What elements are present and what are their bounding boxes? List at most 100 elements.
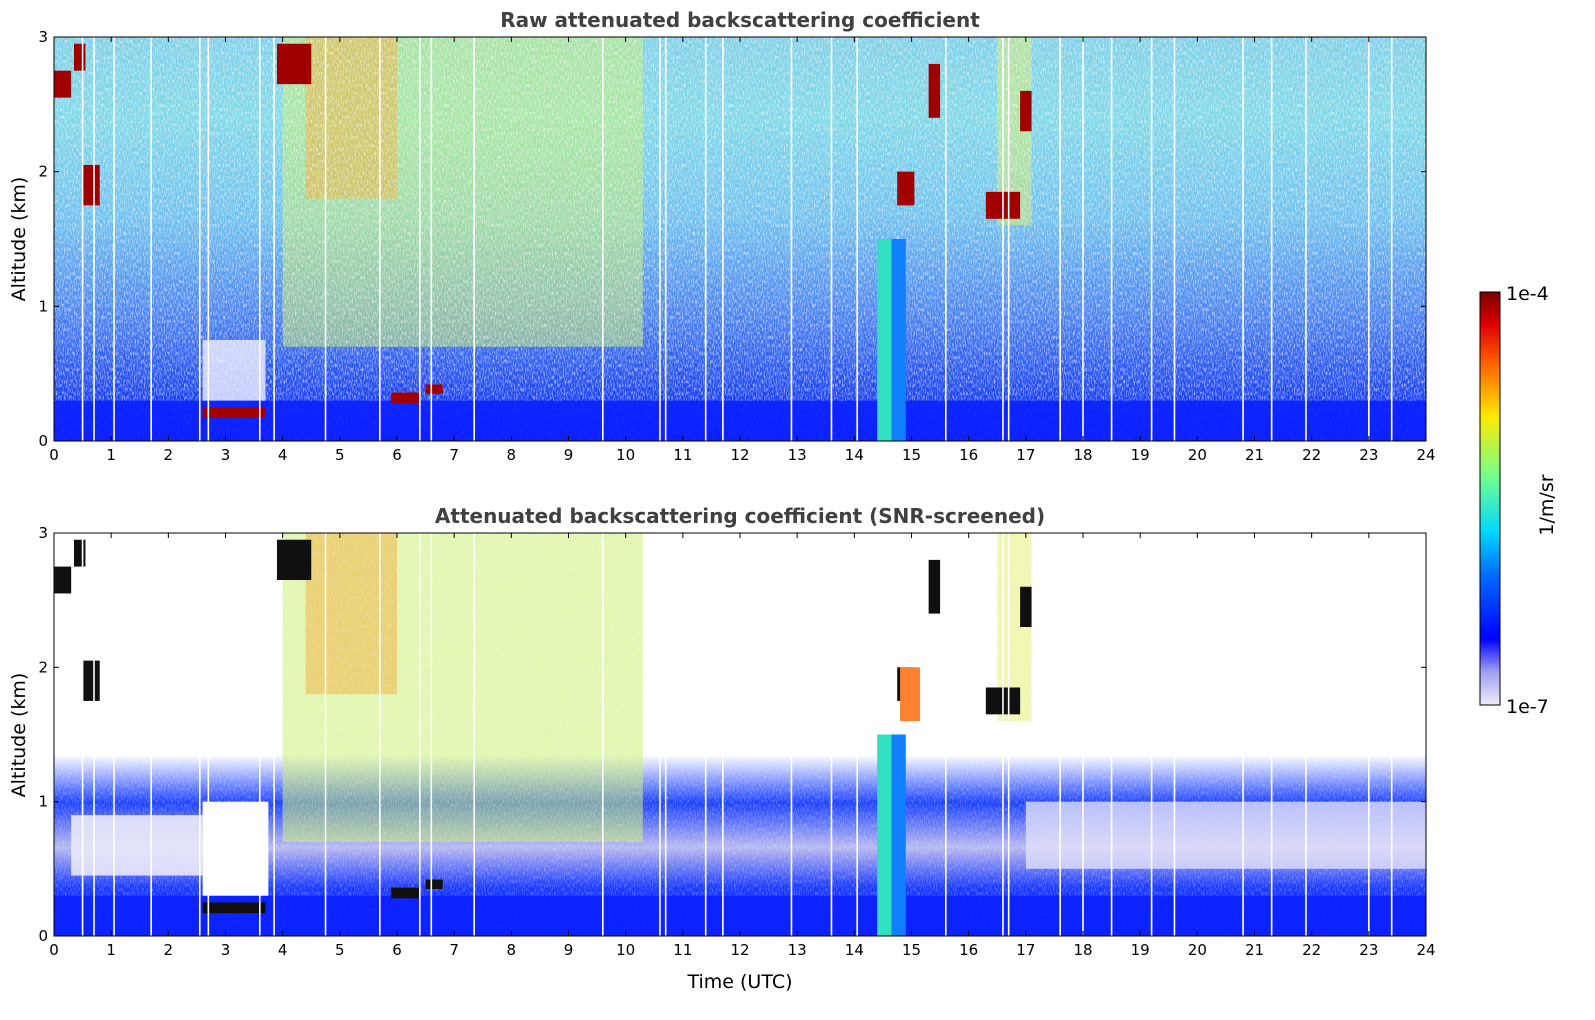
y-tick-label: 3 xyxy=(38,524,48,542)
x-axis: 0 1 2 3 4 5 6 7 8 9 10 11 12 13 14 15 16 17 18 19 20 21 22 23 24 xyxy=(49,533,1436,959)
x-tick-label: 4 xyxy=(278,941,288,959)
x-tick-label: 1 xyxy=(106,446,116,464)
x-tick-label: 0 xyxy=(49,446,59,464)
x-tick-label: 9 xyxy=(564,446,574,464)
clear-region xyxy=(71,815,203,876)
x-tick-label: 8 xyxy=(507,446,517,464)
x-tick-label: 24 xyxy=(1416,446,1435,464)
x-tick-label: 6 xyxy=(392,446,402,464)
cloud-mark xyxy=(391,887,420,899)
cloud-column xyxy=(877,239,892,441)
x-tick-label: 13 xyxy=(788,446,807,464)
x-tick-label: 8 xyxy=(507,941,517,959)
cloud-mark xyxy=(900,667,921,722)
x-tick-label: 23 xyxy=(1359,446,1378,464)
x-tick-label: 16 xyxy=(959,941,978,959)
plot-area xyxy=(54,533,1426,936)
y-axis: 0 1 2 3 xyxy=(38,524,1426,945)
cloud-mark xyxy=(82,164,100,206)
cloud-column xyxy=(877,734,892,936)
x-tick-label: 21 xyxy=(1245,446,1264,464)
colorbar-max-label: 1e-4 xyxy=(1506,283,1549,305)
x-tick-label: 7 xyxy=(449,446,459,464)
colorbar-gradient xyxy=(1479,291,1501,706)
x-tick-label: 10 xyxy=(616,446,635,464)
x-tick-label: 10 xyxy=(616,941,635,959)
cloud-mark xyxy=(1020,90,1032,132)
heatmap-layer xyxy=(54,37,1426,441)
cloud-mark xyxy=(276,43,312,85)
x-tick-label: 18 xyxy=(1073,446,1092,464)
y-tick-label: 1 xyxy=(38,793,48,811)
x-tick-label: 12 xyxy=(730,941,749,959)
y-tick-label: 0 xyxy=(38,927,48,945)
cloud-column xyxy=(891,239,906,441)
x-tick-label: 20 xyxy=(1188,941,1207,959)
x-tick-label: 11 xyxy=(673,446,692,464)
panel-title: Attenuated backscattering coefficient (S… xyxy=(435,504,1045,528)
x-axis: 0 1 2 3 4 5 6 7 8 9 10 11 12 13 14 15 16 17 18 19 20 21 22 23 24 xyxy=(49,37,1436,464)
boundary-layer xyxy=(54,400,1426,441)
y-tick-label: 0 xyxy=(38,432,48,450)
x-tick-label: 19 xyxy=(1131,446,1150,464)
cloud-mark xyxy=(425,879,443,889)
y-axis: 0 1 2 3 xyxy=(38,28,1426,450)
x-tick-label: 2 xyxy=(164,941,174,959)
x-tick-label: 17 xyxy=(1016,941,1035,959)
cloud-mark xyxy=(202,407,266,419)
panel-raw: Raw attenuated backscattering coefficien… xyxy=(8,8,1436,464)
cloud-mark xyxy=(54,70,72,98)
x-tick-label: 11 xyxy=(673,941,692,959)
cloud-mark xyxy=(202,902,266,914)
x-tick-label: 5 xyxy=(335,941,345,959)
x-tick-label: 21 xyxy=(1245,941,1264,959)
colorbar-unit-label: 1/m/sr xyxy=(1536,474,1558,535)
clear-region xyxy=(202,801,269,896)
x-tick-label: 15 xyxy=(902,446,921,464)
x-tick-label: 24 xyxy=(1416,941,1435,959)
cloud-mark xyxy=(1020,586,1032,628)
x-tick-label: 9 xyxy=(564,941,574,959)
x-tick-label: 16 xyxy=(959,446,978,464)
x-tick-label: 19 xyxy=(1131,941,1150,959)
y-axis-label: Altitude (km) xyxy=(8,177,30,302)
x-tick-label: 13 xyxy=(788,941,807,959)
y-tick-label: 2 xyxy=(38,658,48,676)
y-tick-label: 1 xyxy=(38,297,48,315)
noise-overlay xyxy=(54,37,1426,441)
x-tick-label: 14 xyxy=(845,941,864,959)
x-tick-label: 1 xyxy=(106,941,116,959)
clear-region xyxy=(1025,801,1426,869)
cloud-mark xyxy=(276,539,312,581)
x-tick-label: 12 xyxy=(730,446,749,464)
x-tick-label: 15 xyxy=(902,941,921,959)
x-tick-label: 18 xyxy=(1073,941,1092,959)
panel-snr-screened: Attenuated backscattering coefficient (S… xyxy=(8,504,1436,993)
x-tick-label: 4 xyxy=(278,446,288,464)
cloud-mark xyxy=(391,392,420,404)
x-tick-label: 0 xyxy=(49,941,59,959)
clear-region xyxy=(202,340,266,401)
colorbar-min-label: 1e-7 xyxy=(1506,696,1549,718)
cloud-mark xyxy=(928,559,941,614)
panel-title: Raw attenuated backscattering coefficien… xyxy=(500,8,980,32)
x-tick-label: 23 xyxy=(1359,941,1378,959)
boundary-layer xyxy=(54,895,1426,936)
x-tick-label: 14 xyxy=(845,446,864,464)
cloud-mark xyxy=(54,566,72,594)
cloud-mark xyxy=(82,660,100,701)
x-tick-label: 6 xyxy=(392,941,402,959)
heatmap-layer xyxy=(54,533,1426,936)
cloud-mark xyxy=(928,63,941,118)
x-tick-label: 2 xyxy=(164,446,174,464)
x-tick-label: 3 xyxy=(221,941,231,959)
x-tick-label: 22 xyxy=(1302,446,1321,464)
cloud-mark xyxy=(74,43,86,71)
x-tick-label: 7 xyxy=(449,941,459,959)
x-tick-label: 5 xyxy=(335,446,345,464)
x-tick-label: 22 xyxy=(1302,941,1321,959)
x-tick-label: 17 xyxy=(1016,446,1035,464)
y-tick-label: 3 xyxy=(38,28,48,46)
x-axis-label: Time (UTC) xyxy=(686,971,792,993)
